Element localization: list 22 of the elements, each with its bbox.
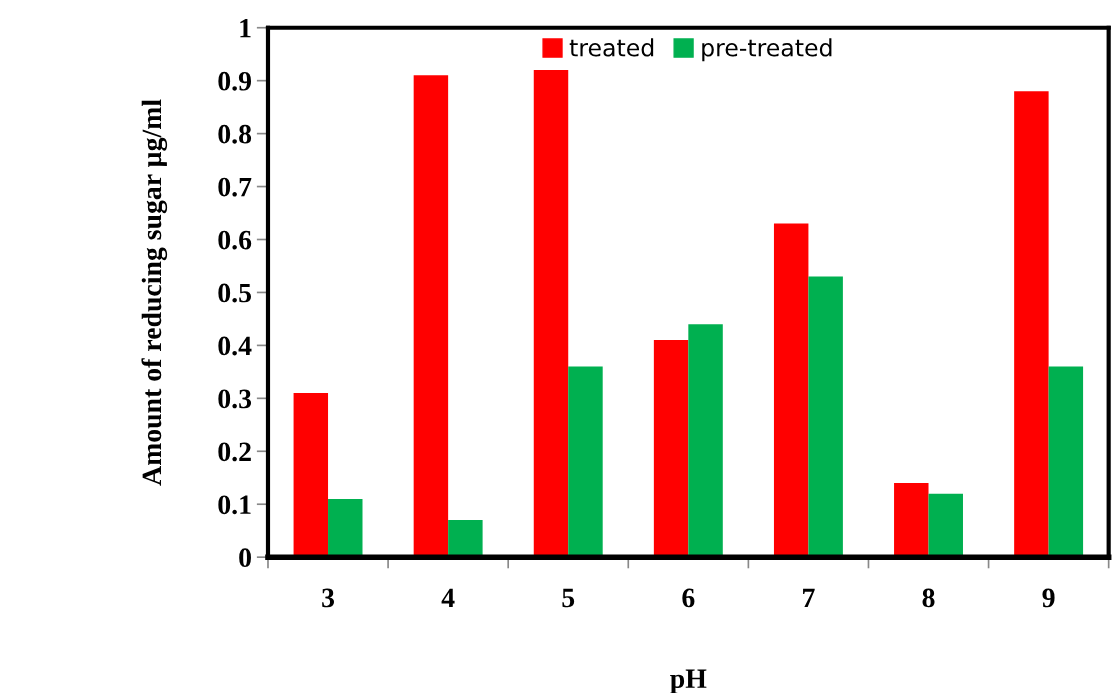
legend-label: treated — [569, 38, 654, 57]
x-tick-label: 4 — [441, 588, 455, 607]
y-tick-label: 0.9 — [218, 71, 252, 91]
y-axis-title: Amount of reducing sugar µg/ml — [141, 99, 168, 486]
y-tick-label: 0.2 — [218, 442, 251, 462]
y-tick-label: 0.4 — [218, 336, 252, 356]
x-tick-label: 6 — [682, 588, 695, 608]
x-tick-label: 3 — [322, 588, 335, 608]
legend-label: pre-treated — [702, 38, 832, 62]
x-axis-title: pH — [670, 669, 707, 693]
y-tick-label: 0.1 — [218, 495, 251, 515]
x-tick-label: 7 — [803, 588, 815, 607]
x-tick-label: 5 — [562, 588, 575, 608]
x-tick-label: 9 — [1042, 588, 1055, 608]
y-tick-label: 0 — [239, 548, 251, 568]
y-tick-label: 0.7 — [218, 177, 252, 197]
y-tick-label: 0.6 — [218, 230, 252, 250]
y-tick-label: 1 — [240, 19, 251, 38]
x-tick-label: 8 — [922, 588, 935, 608]
y-tick-label: 0.3 — [218, 389, 252, 409]
y-tick-label: 0.5 — [218, 283, 251, 303]
y-tick-label: 0.8 — [218, 124, 252, 144]
